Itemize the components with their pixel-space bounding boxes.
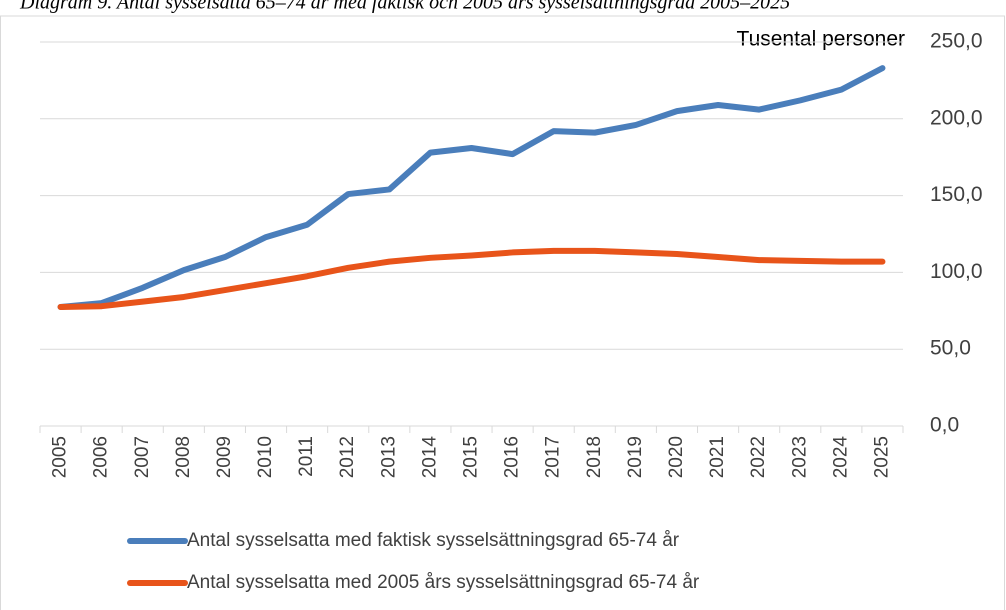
x-tick-label: 2017	[543, 436, 564, 478]
chart-title: Diagram 9. Antal sysselsatta 65–74 år me…	[19, 0, 790, 14]
x-tick-label: 2021	[707, 436, 728, 478]
y-tick-label: 250,0	[930, 30, 983, 53]
x-tick-label: 2014	[419, 436, 440, 479]
x-tick-label: 2024	[830, 436, 851, 479]
x-tick-label: 2008	[173, 436, 194, 478]
x-tick-label: 2009	[214, 436, 235, 478]
y-tick-label: 100,0	[930, 260, 983, 283]
x-tick-label: 2018	[584, 436, 605, 478]
x-tick-label: 2025	[871, 436, 892, 478]
y-tick-label: 0,0	[930, 414, 959, 437]
x-tick-label: 2010	[255, 436, 276, 478]
y-tick-label: 150,0	[930, 183, 983, 206]
x-tick-label: 2012	[337, 436, 358, 478]
legend-label: Antal sysselsatta med faktisk sysselsätt…	[187, 530, 680, 551]
x-tick-label: 2005	[50, 436, 71, 478]
axis-unit: Tusental personer	[737, 28, 905, 51]
title-band	[0, 0, 1006, 14]
y-tick-label: 200,0	[930, 106, 983, 129]
x-tick-label: 2020	[666, 436, 687, 478]
chart-frame	[0, 15, 1005, 610]
series-line	[57, 65, 886, 310]
series-line	[57, 247, 886, 310]
x-tick-label: 2019	[625, 436, 646, 478]
x-tick-label: 2015	[461, 436, 482, 478]
x-tick-label: 2007	[132, 436, 153, 478]
x-tick-label: 2016	[502, 436, 523, 478]
legend-label: Antal sysselsatta med 2005 års sysselsät…	[187, 572, 700, 593]
x-tick-label: 2023	[789, 436, 810, 478]
x-tick-label: 2011	[296, 436, 317, 477]
x-tick-label: 2006	[91, 436, 112, 478]
x-tick-label: 2022	[748, 436, 769, 478]
x-tick-label: 2013	[378, 436, 399, 478]
y-tick-label: 50,0	[930, 337, 971, 360]
